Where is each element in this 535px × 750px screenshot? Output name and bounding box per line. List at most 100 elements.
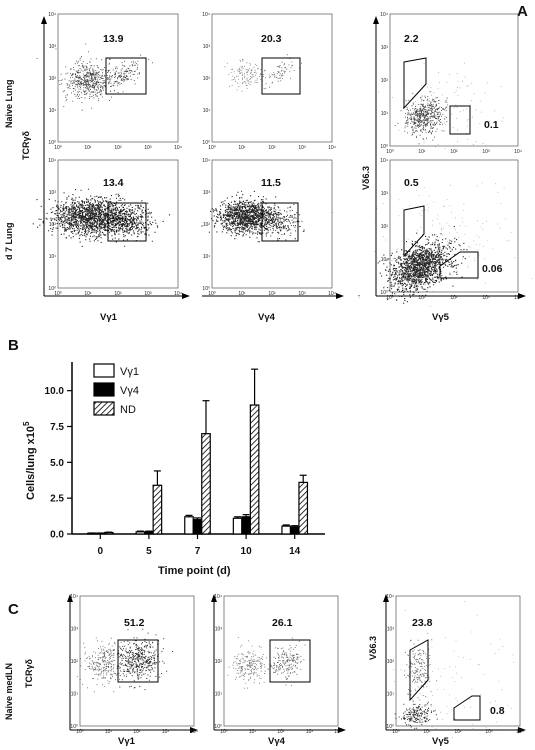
log-tick-y: 10¹ (215, 692, 223, 698)
gate-pct-a-r1-vg1: 13.4 (103, 177, 124, 189)
log-tick-x: 10² (114, 291, 122, 297)
dot-cloud-c-vg1-main (76, 637, 131, 693)
bar (103, 531, 114, 535)
log-tick-y: 10² (387, 659, 395, 665)
log-tick-x: 10⁰ (76, 729, 84, 735)
log-tick-x: 10⁴ (174, 145, 182, 151)
log-tick-x: 10³ (144, 291, 152, 297)
bar (184, 516, 194, 535)
log-tick-y: 10⁰ (202, 140, 210, 146)
gate-a-r0-vg1 (105, 57, 147, 95)
panel-a-bottom-xaxis-arrow-2 (336, 293, 344, 299)
bar (152, 484, 163, 535)
log-tick-y: 10⁴ (48, 158, 56, 164)
log-tick-x: 10⁰ (54, 145, 62, 151)
log-tick-x: 10⁴ (334, 729, 342, 735)
log-tick-x: 10¹ (105, 729, 113, 735)
panel-label-b: B (8, 337, 19, 354)
bar-chart-xlabel: Time point (d) (158, 565, 231, 577)
gate-pct-a-r0-vg4: 20.3 (261, 33, 282, 45)
log-tick-x: 10³ (485, 729, 493, 735)
log-tick-x: 10¹ (423, 729, 431, 735)
bar (201, 433, 211, 535)
log-tick-x: 10⁰ (386, 295, 394, 301)
log-tick-y: 10¹ (381, 257, 389, 263)
bar (249, 404, 260, 535)
gate-a-r0-vg4 (261, 57, 301, 95)
bar-marks: 0.0 2.5 5.0 7.5 10.0 0 5 7 10 14 (45, 368, 309, 557)
bar-xtick-label: 10 (241, 546, 253, 557)
plot-c-vg5 (395, 595, 521, 727)
panel-c-xaxis-arrow-2 (338, 727, 346, 733)
log-tick-y: 10³ (203, 190, 211, 196)
y-label-vd63-a: Vδ6.3 (361, 166, 371, 190)
log-tick-y: 10¹ (381, 111, 389, 117)
dot-cloud-a-r1-vg1-main (32, 188, 146, 247)
panel-c: Naive medLN TCRγδ Vδ6.3 Vγ1 Vγ4 Vγ5 51.2… (4, 594, 526, 747)
log-tick-y: 10⁴ (202, 12, 210, 18)
log-tick-y: 10¹ (49, 254, 57, 260)
log-tick-y: 10¹ (49, 108, 57, 114)
gate-pct-a-r1-vg5: 0.06 (482, 263, 503, 275)
bar-ytick-label: 10.0 (45, 386, 65, 397)
bar (281, 525, 292, 535)
gate-pct-c-vg5: 0.8 (490, 705, 505, 717)
gate-pct-a-r0-vg5: 0.1 (484, 119, 499, 131)
panel-a-right-xaxis-arrow (518, 293, 526, 299)
gate-pct-a-r0-vd63: 2.2 (404, 33, 419, 45)
bar-xtick-label: 5 (146, 546, 152, 557)
plot-a-r1-vg4 (211, 159, 333, 289)
bar (289, 526, 300, 535)
panel-c-yaxis-arrow-1 (67, 594, 73, 602)
log-tick-x: 10⁴ (174, 291, 182, 297)
log-tick-x: 10¹ (418, 149, 426, 155)
dot-cloud-a-r0-vg4-main (224, 59, 266, 92)
dot-cloud-a-r0-vg4-gated (261, 54, 302, 89)
log-tick-x: 10² (450, 295, 458, 301)
log-tick-y: 10⁰ (380, 144, 388, 150)
log-tick-y: 10¹ (387, 692, 395, 698)
log-tick-y: 10⁴ (386, 594, 394, 600)
log-tick-y: 10³ (215, 627, 223, 633)
dot-cloud-c-vg5-lower (394, 694, 438, 729)
legend-label-nd: ND (120, 404, 136, 416)
bar-ytick-label: 5.0 (50, 458, 64, 469)
log-tick-x: 10⁴ (516, 729, 524, 735)
dot-cloud-a-r1-vg4-main (201, 185, 291, 243)
x-label-vg5-a: Vγ5 (432, 312, 450, 323)
gate-pct-a-r0-vg1: 13.9 (103, 33, 124, 45)
y-label-tcr-gd-top: TCRγδ (21, 130, 31, 160)
log-tick-y: 10¹ (71, 692, 79, 698)
x-label-vg1-a: Vγ1 (100, 312, 118, 323)
log-tick-x: 10⁰ (208, 291, 216, 297)
legend-swatch-vg4 (93, 382, 115, 397)
bar-ytick-label: 7.5 (50, 422, 64, 433)
plot-a-r1-vg5 (389, 159, 519, 293)
panel-label-c: C (8, 601, 19, 618)
log-tick-x: 10⁴ (328, 291, 336, 297)
gate-c-vg4 (269, 639, 311, 683)
log-tick-y: 10⁴ (202, 158, 210, 164)
log-tick-y: 10² (49, 76, 57, 82)
log-tick-y: 10⁰ (202, 286, 210, 292)
dot-cloud-a-r1-vg5-main (358, 226, 468, 304)
x-label-vg4-c: Vγ4 (268, 736, 286, 747)
panel-a: Naive Lung d 7 Lung TCRγδ Vδ6.3 Vγ1 Vγ4 … (4, 13, 533, 323)
plot-a-r0-vg5 (389, 13, 519, 147)
log-tick-x: 10³ (482, 149, 490, 155)
x-label-vg4-a: Vγ4 (258, 312, 276, 323)
bar-legend: Vγ1 Vγ4 ND (93, 363, 139, 416)
gate-a-r0-vg5 (449, 105, 471, 135)
log-tick-y: 10⁰ (386, 724, 394, 730)
dot-cloud-a-r1-vg4-gated (250, 203, 305, 243)
bar (298, 481, 309, 535)
bar (192, 519, 203, 535)
log-tick-x: 10⁰ (386, 149, 394, 155)
log-tick-y: 10⁰ (70, 724, 78, 730)
log-tick-y: 10¹ (203, 108, 211, 114)
log-tick-y: 10⁴ (70, 594, 78, 600)
plot-a-r0-vg1 (57, 13, 179, 143)
y-label-vd63-c: Vδ6.3 (368, 636, 378, 660)
log-tick-x: 10³ (482, 295, 490, 301)
log-tick-x: 10² (268, 291, 276, 297)
